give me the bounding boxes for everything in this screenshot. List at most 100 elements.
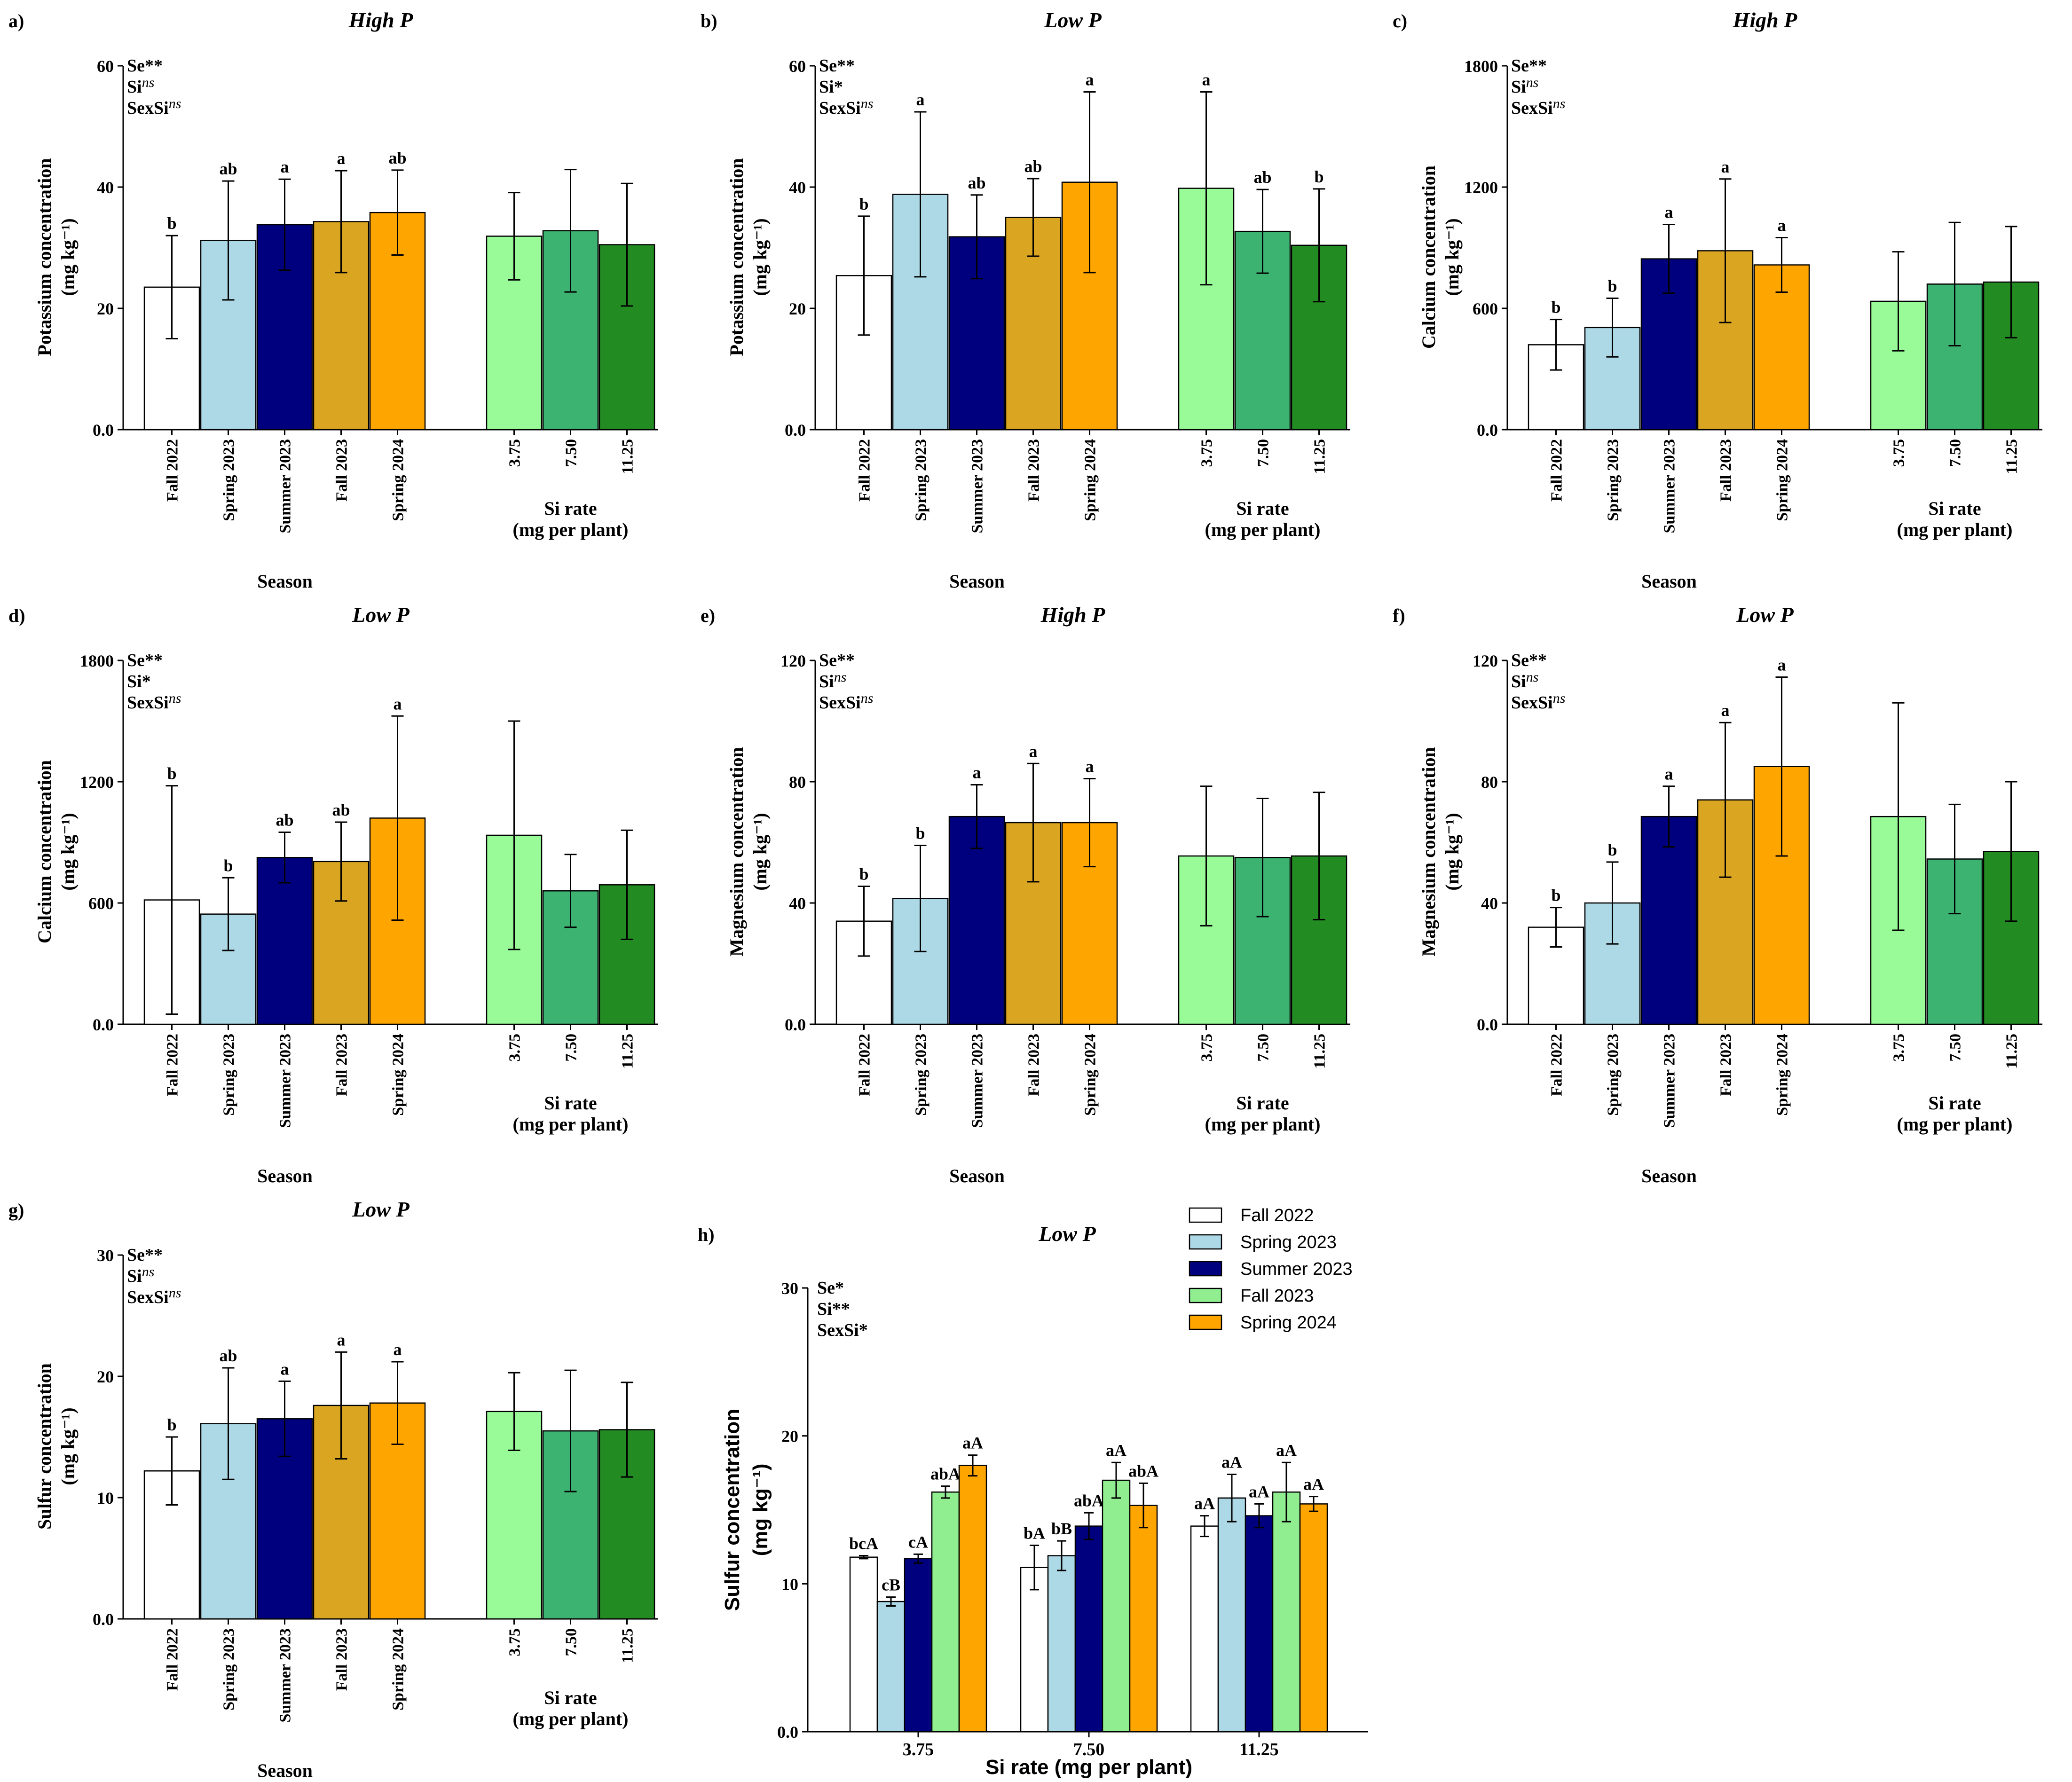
significance-letter: a xyxy=(973,763,981,782)
y-tick-label: 40 xyxy=(789,178,806,197)
season-label: Season xyxy=(949,571,1005,592)
significance-letter: abA xyxy=(1074,1491,1104,1510)
panel-letter: f) xyxy=(1393,605,1405,626)
x-tick-label: 3.75 xyxy=(903,1740,934,1759)
x-tick-label: Spring 2024 xyxy=(390,439,407,521)
si-rate-unit: (mg per plant) xyxy=(513,1114,629,1135)
significance-letter: b xyxy=(223,856,233,875)
x-tick-label: 11.25 xyxy=(619,1628,637,1664)
y-tick-label: 60 xyxy=(789,57,806,76)
x-axis-label: Si rate (mg per plant) xyxy=(985,1756,1192,1779)
x-tick-label: Spring 2024 xyxy=(1082,439,1099,521)
y-tick-label: 0.0 xyxy=(1477,1015,1498,1034)
significance-letter: abA xyxy=(1128,1461,1158,1480)
y-tick-label: 1200 xyxy=(1464,178,1498,197)
y-tick-label: 80 xyxy=(1481,773,1498,792)
y-tick-label: 0.0 xyxy=(93,1610,114,1629)
x-tick-label: 11.25 xyxy=(619,439,637,474)
si-rate-unit: (mg per plant) xyxy=(513,1708,629,1729)
bar xyxy=(904,1558,933,1733)
panel-title: Low P xyxy=(352,603,410,627)
y-tick-label: 0.0 xyxy=(93,421,114,440)
season-label: Season xyxy=(257,1760,313,1781)
stats-line: Se** xyxy=(819,56,855,76)
x-tick-label: Spring 2023 xyxy=(221,1034,238,1116)
significance-letter: aA xyxy=(1249,1482,1269,1501)
y-axis-label: Potassium concentration xyxy=(34,158,55,356)
y-tick-label: 20 xyxy=(97,1367,114,1386)
x-tick-label: Spring 2023 xyxy=(913,439,930,521)
significance-letter: b xyxy=(859,865,868,884)
panel-title: Low P xyxy=(1736,603,1794,627)
significance-letter: aA xyxy=(1221,1452,1242,1471)
panel-title: High P xyxy=(348,8,414,32)
season-label: Season xyxy=(257,1165,313,1186)
significance-letter: bcA xyxy=(849,1534,878,1553)
x-tick-label: 7.50 xyxy=(1255,439,1272,467)
x-tick-label: Summer 2023 xyxy=(1661,1034,1678,1128)
significance-letter: a xyxy=(394,694,402,713)
si-rate-label: Si rate xyxy=(544,1687,597,1708)
bar xyxy=(876,1601,906,1733)
significance-letter: ab xyxy=(968,173,985,192)
x-tick-label: 7.50 xyxy=(563,439,580,467)
x-tick-label: 7.50 xyxy=(1073,1740,1105,1759)
significance-letter: a xyxy=(1665,203,1673,222)
significance-letter: b xyxy=(167,764,176,783)
stats-line: Se** xyxy=(1511,56,1547,76)
y-tick-label: 600 xyxy=(88,894,114,913)
significance-letter: a xyxy=(1029,742,1038,761)
significance-letter: ab xyxy=(388,149,406,167)
bar xyxy=(1129,1505,1158,1733)
bar xyxy=(369,817,426,1025)
si-rate-label: Si rate xyxy=(544,498,597,519)
panel-d: d) Low P Se** Si*SexSins 0.0 600 1200 1800 Calci… xyxy=(8,603,658,1186)
y-tick-label: 20 xyxy=(789,299,806,318)
y-tick-label: 20 xyxy=(97,299,114,318)
significance-letter: a xyxy=(281,1359,289,1378)
significance-letter: cB xyxy=(882,1576,900,1594)
x-tick-label: Spring 2023 xyxy=(221,1628,238,1711)
significance-letter: a xyxy=(1778,655,1786,674)
si-rate-unit: (mg per plant) xyxy=(1897,1114,2013,1135)
x-tick-label: Fall 2022 xyxy=(1548,439,1566,502)
si-rate-unit: (mg per plant) xyxy=(513,519,629,540)
bar xyxy=(256,857,313,1025)
bar xyxy=(1047,1555,1076,1733)
x-tick-label: Spring 2024 xyxy=(1774,439,1791,521)
significance-letter: b xyxy=(1607,277,1617,296)
significance-letter: a xyxy=(281,157,289,176)
si-rate-unit: (mg per plant) xyxy=(1205,1114,1321,1135)
season-label: Season xyxy=(1641,571,1697,592)
x-tick-label: Spring 2024 xyxy=(390,1034,407,1116)
y-tick-label: 0.0 xyxy=(1477,421,1498,440)
x-tick-label: Summer 2023 xyxy=(277,1034,294,1128)
bar xyxy=(948,816,1005,1025)
significance-letter: a xyxy=(1721,701,1730,720)
x-tick-label: 3.75 xyxy=(506,439,524,467)
significance-letter: a xyxy=(394,1340,402,1359)
significance-letter: cA xyxy=(908,1532,928,1551)
y-tick-label: 120 xyxy=(1473,652,1498,670)
y-axis-unit: (mg kg⁻¹) xyxy=(1442,813,1463,890)
panel-letter: d) xyxy=(8,605,25,626)
stats-line: Si* xyxy=(127,672,151,691)
y-axis-unit: (mg kg⁻¹) xyxy=(749,813,771,890)
x-tick-label: 3.75 xyxy=(506,1628,524,1656)
stats-line: SexSins xyxy=(1511,691,1565,713)
y-axis-label: Magnesium concentration xyxy=(1418,747,1439,957)
stats-line: Sins xyxy=(127,1264,154,1286)
significance-letter: a xyxy=(1721,157,1730,176)
panel-title: High P xyxy=(1040,603,1106,627)
significance-letter: a xyxy=(1202,70,1211,89)
y-tick-label: 120 xyxy=(780,652,806,670)
significance-letter: aA xyxy=(1106,1441,1127,1460)
y-tick-label: 10 xyxy=(781,1575,798,1594)
x-tick-label: 7.50 xyxy=(1947,1034,1964,1062)
bar xyxy=(849,1556,878,1733)
y-tick-label: 40 xyxy=(1481,894,1498,913)
